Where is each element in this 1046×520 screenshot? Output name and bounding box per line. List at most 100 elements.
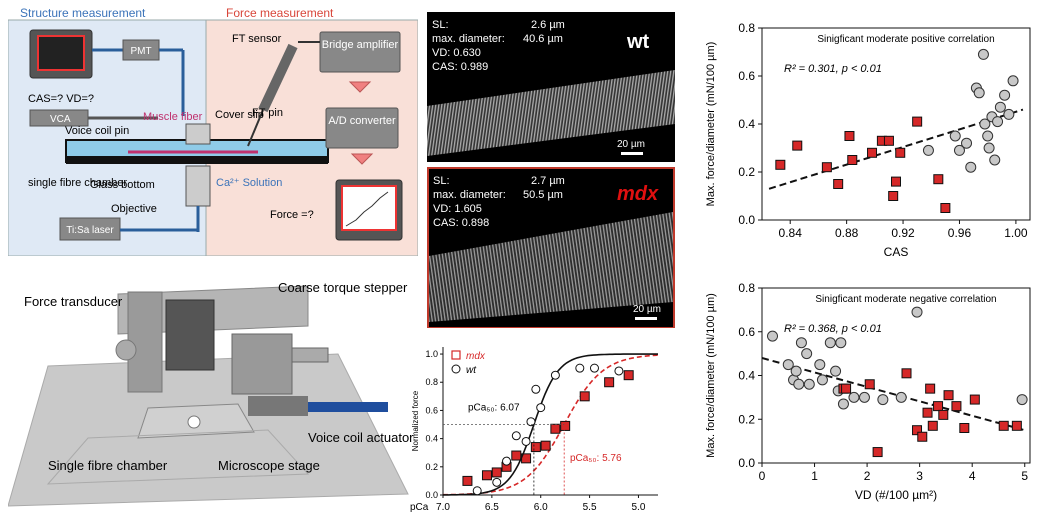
mdx-point — [775, 159, 786, 170]
tisa-laser-label: Ti:Sa laser — [66, 225, 114, 236]
wt-point — [977, 48, 989, 60]
legend-wt-marker — [451, 364, 461, 374]
mdx-point — [883, 135, 894, 146]
wt-scale-bar — [621, 152, 643, 155]
wt-point — [536, 403, 546, 413]
mdx-diam-label: max. diameter: — [433, 189, 506, 201]
chart-title: Sinigficant moderate positive correlatio… — [817, 34, 994, 45]
y-tick-label: 0.0 — [738, 456, 755, 470]
wt-point — [801, 348, 813, 360]
voice-coil-rod — [308, 402, 388, 412]
structure-title: Structure measurement — [20, 6, 146, 20]
wt-point — [953, 144, 965, 156]
force-transducer-label: Force transducer — [24, 294, 123, 309]
wt-point — [830, 365, 842, 377]
y-tick-label: 0.8 — [425, 377, 438, 387]
wt-point — [767, 330, 779, 342]
legend-wt-label: wt — [466, 365, 477, 376]
ad-converter-label: A/D converter — [328, 115, 396, 127]
wt-point — [989, 154, 1001, 166]
wt-point — [502, 456, 512, 466]
wt-point — [922, 144, 934, 156]
wt-point — [999, 89, 1011, 101]
wt-point — [795, 337, 807, 349]
cas-vd-label: CAS=? VD=? — [28, 93, 94, 105]
y-tick-label: 0.2 — [738, 412, 755, 426]
wt-tag: wt — [626, 31, 650, 53]
plot-frame — [761, 287, 1031, 464]
microscope-stage-label: Microscope stage — [218, 458, 320, 473]
mdx-point — [792, 140, 803, 151]
y-tick-label: 0.2 — [425, 462, 438, 472]
mdx-point — [938, 409, 949, 420]
vd-scatter-chart: 0 1 2 3 4 5 0.0 0.2 0.4 0.6 0.8 VD (#/100 µm²) Max. … — [690, 270, 1040, 515]
wt-point — [835, 337, 847, 349]
wt-point — [531, 384, 541, 394]
mdx-sl-label: SL: — [433, 175, 450, 187]
mdx-point — [943, 390, 954, 401]
wt-point — [614, 366, 624, 376]
mdx-point — [821, 162, 832, 173]
mdx-pca50-annotation: pCa₅₀: 5.76 — [570, 453, 622, 464]
mdx-point — [933, 174, 944, 185]
mdx-point — [491, 467, 502, 478]
muscle-fiber-label: Muscle fiber — [143, 111, 203, 123]
mdx-point — [922, 407, 933, 418]
y-tick-label: 0.2 — [738, 165, 755, 179]
single-fibre-chamber-label: Single fibre chamber — [48, 458, 168, 473]
legend-mdx-marker — [451, 350, 461, 360]
wt-point — [824, 337, 836, 349]
wt-point — [848, 391, 860, 403]
x-tick-label: 5.5 — [583, 502, 597, 513]
wt-scale-label: 20 µm — [617, 139, 645, 150]
x-axis-label: pCa — [410, 502, 429, 513]
wt-point — [790, 365, 802, 377]
wt-cas: CAS: 0.989 — [432, 61, 488, 73]
mdx-point — [844, 131, 855, 141]
chamber-label: single fibre chamber — [28, 177, 127, 189]
y-axis-label: Max. force/diameter (mN/100 µm) — [705, 293, 717, 458]
mdx-point — [940, 203, 951, 213]
x-tick-label: 1.00 — [1004, 226, 1028, 240]
y-tick-label: 0.0 — [738, 213, 755, 227]
coarse-torque-stepper-label: Coarse torque stepper — [278, 280, 408, 295]
wt-point — [472, 486, 482, 496]
vca-label: VCA — [50, 114, 71, 125]
mdx-point — [888, 191, 899, 201]
wt-diam-label: max. diameter: — [432, 33, 505, 45]
y-tick-label: 0.6 — [738, 69, 755, 83]
x-tick-label: 0.84 — [779, 226, 803, 240]
y-tick-label: 1.0 — [425, 349, 438, 359]
wt-point — [793, 378, 805, 390]
wt-point — [961, 137, 973, 149]
wt-point — [803, 378, 815, 390]
micrograph-panel: SL: 2.6 µm max. diameter: 40.6 µm VD: 0.… — [427, 12, 675, 329]
wt-point — [858, 391, 870, 403]
mdx-point — [623, 370, 634, 381]
r2-annotation: R² = 0.368, p < 0.01 — [784, 323, 882, 335]
mdx-point — [891, 176, 901, 187]
x-axis-label: CAS — [884, 245, 909, 259]
ca-solution-label: Ca²⁺ Solution — [216, 177, 282, 189]
ft-sensor-label: FT sensor — [232, 33, 282, 45]
regression-line — [761, 357, 1026, 432]
wt-point — [877, 394, 889, 406]
glass-bottom-label: Glass bottom — [90, 179, 155, 191]
wt-point — [814, 359, 826, 371]
mdx-point — [917, 431, 928, 442]
voice-coil-pin-label: Voice coil pin — [65, 125, 129, 137]
wt-sl-value: 2.6 µm — [531, 19, 565, 31]
y-tick-label: 0.6 — [738, 325, 755, 339]
pmt-label: PMT — [130, 46, 151, 57]
mdx-point — [951, 401, 962, 412]
mdx-vd: VD: 1.605 — [433, 203, 482, 215]
mdx-point — [847, 155, 858, 165]
force-transducer-body — [127, 291, 163, 393]
bridge-amplifier-label: Bridge amplifier — [322, 39, 399, 51]
x-tick-label: 2 — [864, 469, 871, 483]
mdx-point — [864, 379, 875, 390]
mdx-point — [933, 401, 944, 412]
wt-point — [983, 142, 995, 154]
mdx-point — [833, 179, 844, 189]
mdx-point — [481, 470, 492, 481]
